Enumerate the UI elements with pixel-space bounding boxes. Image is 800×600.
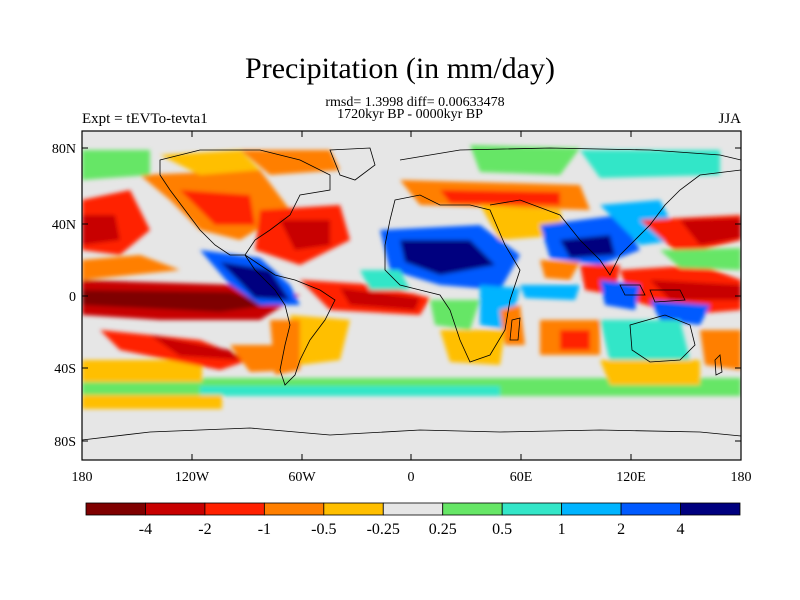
colorbar-swatch bbox=[620, 502, 681, 516]
colorbar-label: 1 bbox=[558, 521, 566, 538]
colorbar-swatch bbox=[442, 502, 503, 516]
lon-label: 60W bbox=[288, 470, 316, 485]
colorbar-label: 0.5 bbox=[492, 521, 512, 538]
season-label: JJA bbox=[718, 111, 741, 127]
lat-label: 0 bbox=[69, 290, 76, 305]
lon-label: 180 bbox=[731, 470, 752, 485]
stats-line: rmsd= 1.3998 diff= 0.00633478 bbox=[325, 95, 505, 110]
colorbar-swatch bbox=[263, 502, 325, 516]
lon-label: 60E bbox=[510, 470, 533, 485]
colorbar-label: -0.25 bbox=[367, 521, 400, 538]
colorbar-label: -2 bbox=[198, 521, 211, 538]
colorbar-label: -1 bbox=[258, 521, 271, 538]
latitude-axis: 80N 40N 0 40S 80S bbox=[52, 142, 741, 450]
lat-label: 40N bbox=[52, 218, 76, 233]
lat-label: 80N bbox=[52, 142, 76, 157]
colorbar: -4 -2 -1 -0.5 -0.25 0.25 0.5 1 2 4 bbox=[85, 502, 741, 538]
lon-label: 120E bbox=[616, 470, 646, 485]
lon-label: 0 bbox=[408, 470, 415, 485]
lat-label: 40S bbox=[54, 362, 76, 377]
map-title: Precipitation (in mm/day) bbox=[245, 52, 555, 85]
colorbar-swatch bbox=[561, 502, 622, 516]
colorbar-label: -0.5 bbox=[311, 521, 336, 538]
lat-label: 80S bbox=[54, 435, 76, 450]
experiment-label: Expt = tEVTo-tevta1 bbox=[82, 111, 208, 127]
colorbar-swatch bbox=[323, 502, 384, 516]
coastlines bbox=[82, 147, 741, 441]
colorbar-label: 2 bbox=[617, 521, 625, 538]
longitude-axis: 180 120W 60W 0 60E 120E 180 bbox=[72, 131, 752, 485]
colorbar-swatch bbox=[85, 502, 146, 516]
colorbar-swatch bbox=[145, 502, 206, 516]
colorbar-swatch bbox=[382, 502, 444, 516]
precip-field bbox=[82, 145, 741, 409]
colorbar-label: 4 bbox=[677, 521, 685, 538]
colorbar-label: -4 bbox=[139, 521, 152, 538]
colorbar-swatch bbox=[501, 502, 563, 516]
lon-label: 120W bbox=[175, 470, 210, 485]
colorbar-label: 0.25 bbox=[429, 521, 457, 538]
period-line: 1720kyr BP - 0000kyr BP bbox=[337, 107, 483, 122]
colorbar-swatch bbox=[204, 502, 265, 516]
lon-label: 180 bbox=[72, 470, 93, 485]
colorbar-swatch bbox=[680, 502, 741, 516]
